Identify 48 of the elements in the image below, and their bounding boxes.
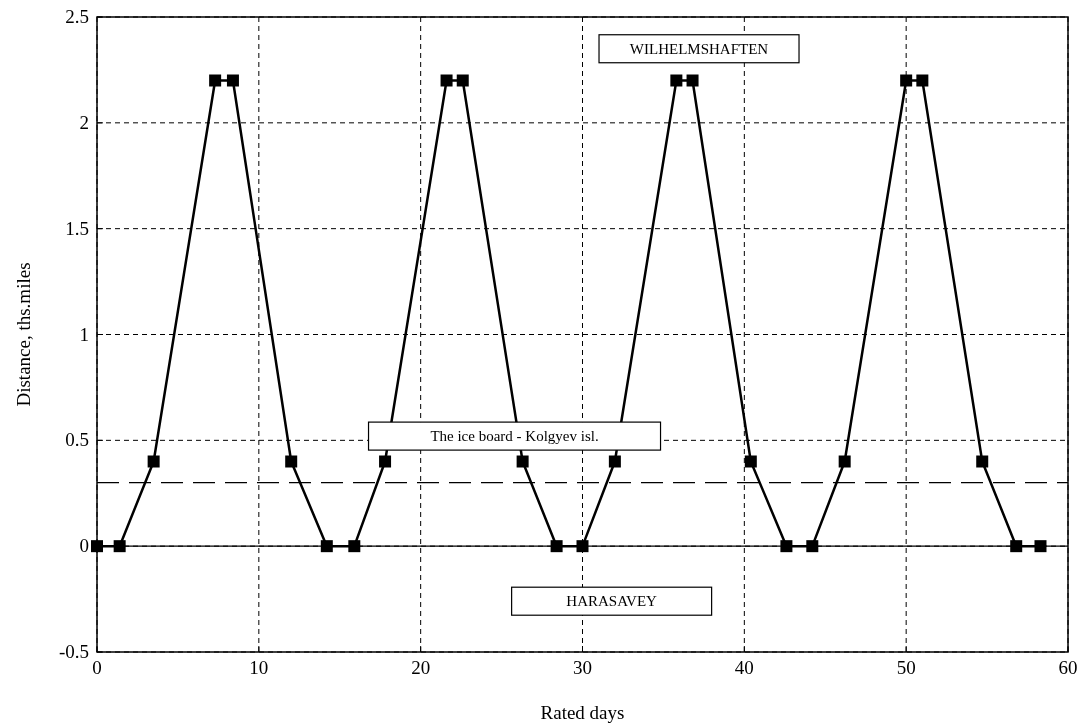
point xyxy=(670,74,683,87)
point xyxy=(780,540,793,553)
x-axis-title: Rated days xyxy=(540,702,625,723)
point xyxy=(147,455,160,468)
y-axis-title: Distance, ths.miles xyxy=(13,262,34,407)
point xyxy=(608,455,621,468)
x-tick-label: 0 xyxy=(92,657,102,678)
y-tick-label: 0 xyxy=(79,535,89,557)
point xyxy=(379,455,392,468)
point xyxy=(576,540,589,553)
annotation: WILHELMSHAFTEN xyxy=(629,40,769,57)
point xyxy=(113,540,126,553)
y-tick-label: 2.5 xyxy=(65,6,89,27)
y-tick-label: 2 xyxy=(79,111,89,133)
point xyxy=(516,455,529,468)
point xyxy=(285,455,298,468)
y-tick-label: 0.5 xyxy=(65,429,89,451)
x-tick-label: 50 xyxy=(896,657,916,678)
x-tick-label: 20 xyxy=(411,657,431,678)
annotation: The ice board - Kolgyev isl. xyxy=(430,428,599,445)
annotation: HARASAVEY xyxy=(566,593,658,610)
point xyxy=(916,74,929,87)
point xyxy=(440,74,453,87)
text-box: HARASAVEY xyxy=(511,586,713,616)
point xyxy=(91,540,103,553)
y-tick-label: 1.5 xyxy=(65,217,89,239)
point xyxy=(744,455,757,468)
point xyxy=(226,74,239,87)
point xyxy=(209,74,222,87)
point xyxy=(838,455,851,468)
y-tick-label: -0.5 xyxy=(58,641,89,662)
x-tick-label: 10 xyxy=(249,657,269,678)
x-tick-label: 40 xyxy=(734,657,754,678)
point xyxy=(456,74,469,87)
point xyxy=(686,74,699,87)
point xyxy=(1034,540,1047,553)
point xyxy=(348,540,361,553)
point xyxy=(1010,540,1023,553)
x-tick-label: 30 xyxy=(573,657,592,678)
point xyxy=(976,455,989,468)
text-box: WILHELMSHAFTEN xyxy=(598,34,800,64)
y-tick-label: 1 xyxy=(79,323,89,345)
point xyxy=(550,540,563,553)
point xyxy=(806,540,819,553)
x-tick-label: 60 xyxy=(1058,657,1078,678)
point xyxy=(900,74,913,87)
text-box: The ice board - Kolgyev isl. xyxy=(367,421,662,451)
point xyxy=(320,540,333,553)
